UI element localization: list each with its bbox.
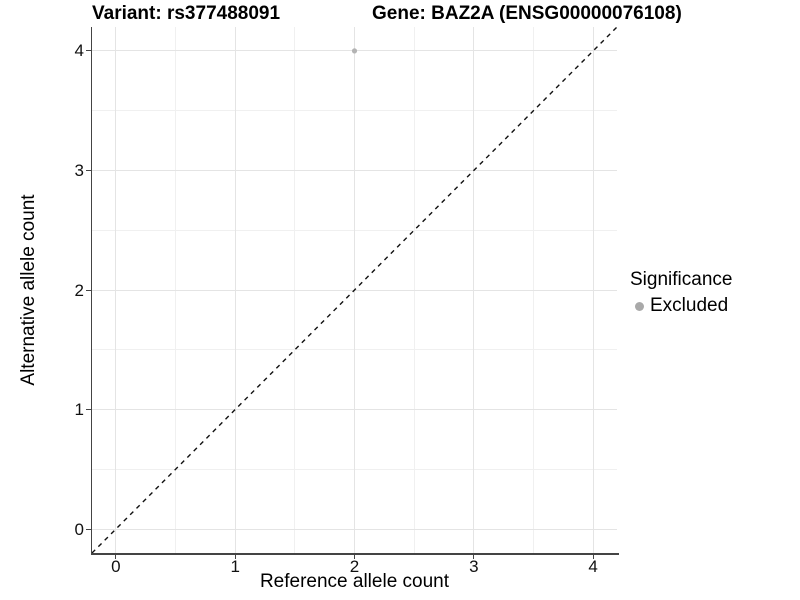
identity-dashed-line (92, 27, 617, 553)
gridline-major-horizontal (92, 409, 617, 411)
legend: Significance Excluded (630, 269, 732, 317)
y-tick-label: 1 (74, 400, 84, 420)
y-tick-label: 0 (74, 519, 84, 539)
x-tick-label: 1 (230, 557, 240, 576)
x-tick-label: 3 (469, 557, 479, 576)
legend-entry-excluded: Excluded (630, 295, 732, 317)
y-tick-label: 2 (74, 280, 84, 300)
legend-marker-excluded-icon (635, 301, 644, 311)
x-tick-label: 0 (111, 557, 121, 576)
y-axis-tick (86, 169, 92, 171)
plot-draw-layer (92, 27, 617, 553)
x-axis-tick (234, 553, 236, 559)
x-axis-tick (354, 553, 355, 559)
gridline-major-horizontal (92, 528, 617, 530)
y-axis-tick (86, 289, 92, 291)
y-axis-title: Alternative allele count (18, 194, 39, 386)
x-tick-label: 2 (349, 557, 360, 576)
data-point (351, 48, 358, 54)
legend-entry-label: Excluded (650, 295, 729, 316)
y-axis-tick (86, 528, 92, 530)
y-axis-line (90, 27, 92, 555)
x-axis-tick (115, 553, 117, 559)
x-axis-tick (473, 553, 475, 559)
y-axis-tick (86, 50, 92, 52)
y-tick-label: 4 (74, 41, 84, 61)
plot-title-variant: Variant: rs377488091 (92, 3, 281, 24)
x-axis-title: Reference allele count (259, 571, 450, 592)
x-axis-tick (592, 553, 594, 559)
plot-panel (92, 27, 617, 553)
x-tick-label: 4 (588, 557, 598, 576)
y-axis-tick (86, 409, 92, 411)
gridline-major-horizontal (92, 169, 617, 171)
legend-title: Significance (630, 269, 733, 290)
plot-title-gene: Gene: BAZ2A (ENSG00000076108) (372, 3, 682, 24)
y-tick-label: 3 (74, 160, 84, 180)
